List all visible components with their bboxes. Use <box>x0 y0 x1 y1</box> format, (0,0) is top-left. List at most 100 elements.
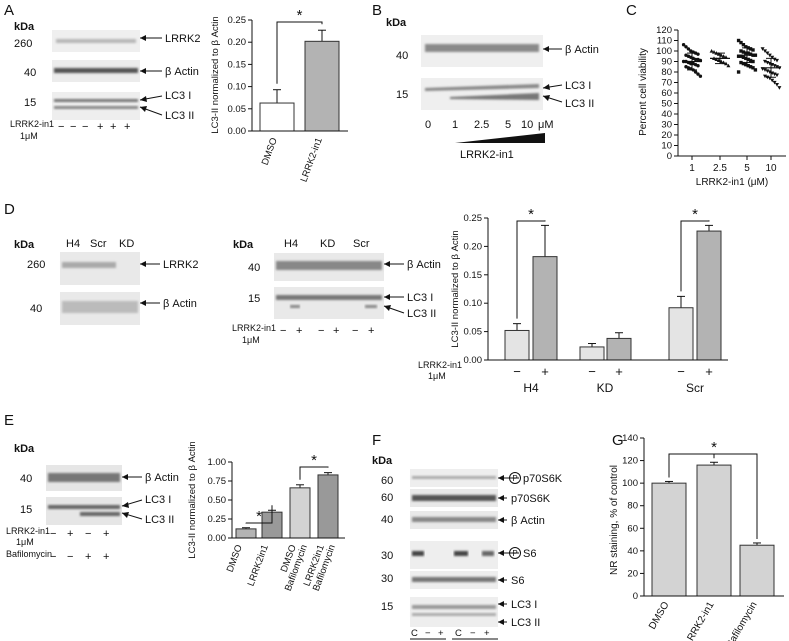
panel-d-lane-kd: KD <box>119 238 134 250</box>
panel-a: A kDa 260 40 15 LRRK2 β Actin LC3 I LC3 … <box>4 2 348 184</box>
panel-c-point <box>726 63 731 68</box>
panel-d-lane-h4-2: H4 <box>284 238 298 250</box>
panel-d-band-actin-2: β Actin <box>407 259 441 271</box>
panel-a-arrowhead <box>140 68 146 74</box>
panel-e-marker-15: 15 <box>20 504 32 516</box>
panel-c-point <box>751 48 755 52</box>
panel-a-treat-conc: 1μM <box>20 131 38 141</box>
panel-e-band-actin: β Actin <box>145 472 179 484</box>
panel-c-point <box>736 54 741 58</box>
panel-c-point <box>684 45 688 49</box>
panel-a-band-lc3ii: LC3 II <box>165 110 194 122</box>
panel-a-treat-sign: − <box>58 121 64 133</box>
panel-c-point <box>748 52 753 56</box>
panel-d-treat-sign: − <box>352 325 358 337</box>
panel-d-treat-sign: + <box>296 325 302 337</box>
panel-d-marker-15-2: 15 <box>248 293 260 305</box>
panel-a-y-tick-label: 0.15 <box>228 59 247 70</box>
panel-d-group-label: KD <box>597 381 614 395</box>
panel-d-lc3ii-band <box>290 305 300 308</box>
panel-f-band-label: LC3 I <box>511 599 537 611</box>
panel-c-point <box>681 43 686 47</box>
panel-b-lc3ii-band <box>450 93 539 100</box>
panel-d-group-label: Scr <box>686 381 704 395</box>
panel-c-point <box>748 47 753 51</box>
panel-c-point <box>772 80 777 85</box>
panel-f-lc3i-band <box>412 605 496 609</box>
panel-f-lane: + <box>438 628 444 639</box>
panel-d-chart-treat-conc: 1μM <box>428 371 446 381</box>
panel-f-pp70-band <box>412 476 496 479</box>
panel-c-point <box>744 56 748 61</box>
panel-c-point <box>753 68 758 72</box>
panel-d-arrowhead <box>140 261 146 267</box>
panel-e-sig-bracket <box>299 466 329 480</box>
panel-e-x-tick-label: DMSO <box>225 543 245 574</box>
panel-e-sign: + <box>103 551 109 563</box>
panel-c-point <box>763 68 767 72</box>
panel-a-actin-band <box>54 68 138 73</box>
panel-e-actin-band <box>48 473 120 482</box>
panel-b-band-lc3i: LC3 I <box>565 80 591 92</box>
panel-a-band-actin: β Actin <box>165 66 199 78</box>
panel-e-letter: E <box>4 412 14 429</box>
panel-f-phospho-mark: P <box>512 549 517 558</box>
panel-d-band-lc3i: LC3 I <box>407 292 433 304</box>
panel-a-marker-15: 15 <box>24 97 36 109</box>
panel-f-phospho-circle <box>509 472 521 484</box>
panel-a-treat-sign: + <box>97 121 103 133</box>
panel-c-point <box>744 62 748 67</box>
panel-a-treat-sign: − <box>82 121 88 133</box>
panel-b-dose: 1 <box>452 119 458 131</box>
panel-e: E kDa 40 15 β Actin LC3 I LC3 II LRRK2-i… <box>4 412 345 593</box>
panel-b-marker-15: 15 <box>396 89 408 101</box>
panel-b-marker-40: 40 <box>396 50 408 62</box>
panel-g-sig-star: * <box>711 439 717 456</box>
panel-c-point <box>744 45 748 49</box>
panel-d-x-tick-label: − <box>588 364 596 379</box>
panel-a-sig-bracket <box>276 21 323 84</box>
panel-a-marker-40: 40 <box>24 67 36 79</box>
panel-g-bar <box>651 482 687 597</box>
panel-g-y-tick-label: 60 <box>627 523 638 534</box>
panel-c-point <box>721 54 726 58</box>
panel-f-lane: − <box>425 628 431 639</box>
panel-g-bar <box>696 464 732 597</box>
panel-a-bar <box>259 102 295 132</box>
panel-c-point <box>696 52 700 56</box>
panel-a-marker-260: 260 <box>14 38 32 50</box>
panel-d-y-axis-title: LC3-II normalized to β Actin <box>450 230 461 347</box>
panel-d-sig-star: * <box>528 206 534 223</box>
panel-e-row-label: LRRK2-in1 <box>6 526 50 536</box>
panel-c-point <box>777 86 782 90</box>
panel-f-lc3-blot <box>410 597 498 627</box>
panel-d-bar <box>532 256 558 361</box>
panel-e-arrowhead <box>122 512 129 518</box>
panel-b-arrowhead <box>543 84 550 90</box>
panel-a-treat-sign: + <box>124 121 130 133</box>
panel-c-point <box>746 51 750 55</box>
panel-c-point <box>698 74 703 78</box>
panel-d-chart-treat-label: LRRK2-in1 <box>418 360 462 370</box>
panel-f-marker: 40 <box>381 514 393 526</box>
panel-f-ps6-band <box>482 551 494 556</box>
panel-a-y-axis-title: LC3-II normalized to β Actin <box>210 16 221 133</box>
panel-d-y-tick-label: 0.00 <box>464 355 483 366</box>
panel-c-letter: C <box>626 2 637 19</box>
panel-c-point <box>746 64 750 68</box>
panel-c-y-tick-label: 50 <box>661 99 672 110</box>
panel-c-y-tick-label: 20 <box>661 130 672 141</box>
panel-g-y-tick-label: 40 <box>627 546 638 557</box>
panel-b-dose: 5 <box>505 119 511 131</box>
panel-b-kda: kDa <box>386 17 407 29</box>
panel-a-y-tick-label: 0.00 <box>228 126 247 137</box>
panel-d-arrowhead <box>384 305 391 311</box>
panel-c-point <box>775 58 779 63</box>
panel-c-point <box>736 70 741 74</box>
panel-a-treat-sign: + <box>110 121 116 133</box>
panel-f-band-label: p70S6K <box>511 493 551 505</box>
panel-d-x-tick-label: − <box>513 364 521 379</box>
panel-f-band-label: LC3 II <box>511 617 540 629</box>
panel-c-point <box>765 69 770 73</box>
